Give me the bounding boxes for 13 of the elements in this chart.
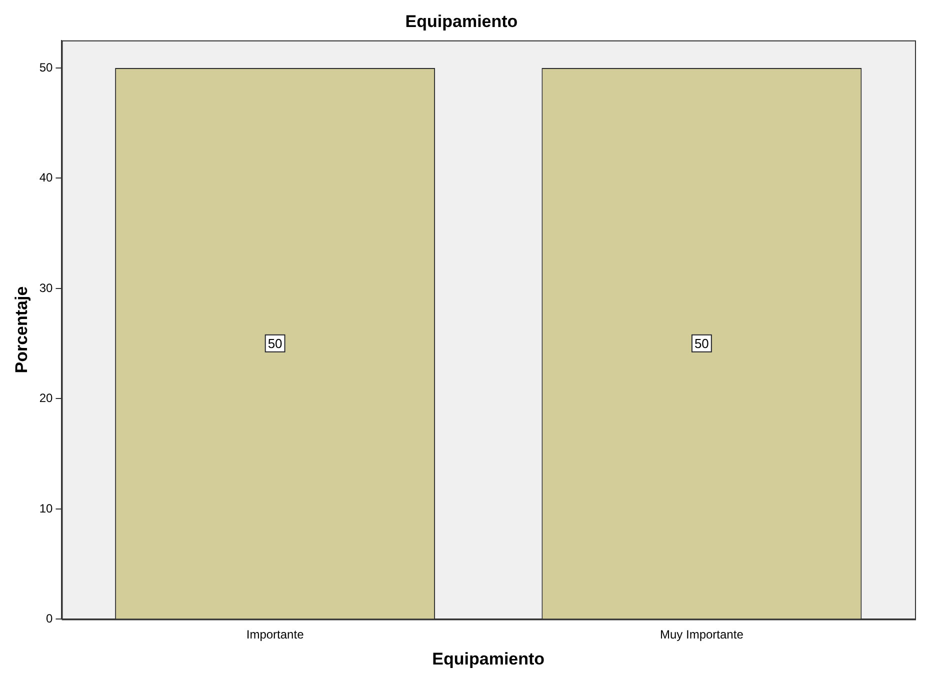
y-tick-label: 30 [39,280,54,295]
data-label: 50 [694,336,709,351]
y-tick-label: 40 [39,170,54,185]
x-axis-title: Equipamiento [432,649,545,668]
x-tick-label: Importante [246,628,304,642]
data-label: 50 [268,336,282,351]
x-tick-label: Muy Importante [660,628,744,642]
chart-title: Equipamiento [405,12,518,31]
y-tick-label: 20 [39,391,54,406]
y-tick-label: 50 [39,60,54,74]
y-tick-label: 0 [46,612,54,626]
y-tick-label: 10 [39,501,54,516]
y-axis-title: Porcentaje [12,286,31,374]
